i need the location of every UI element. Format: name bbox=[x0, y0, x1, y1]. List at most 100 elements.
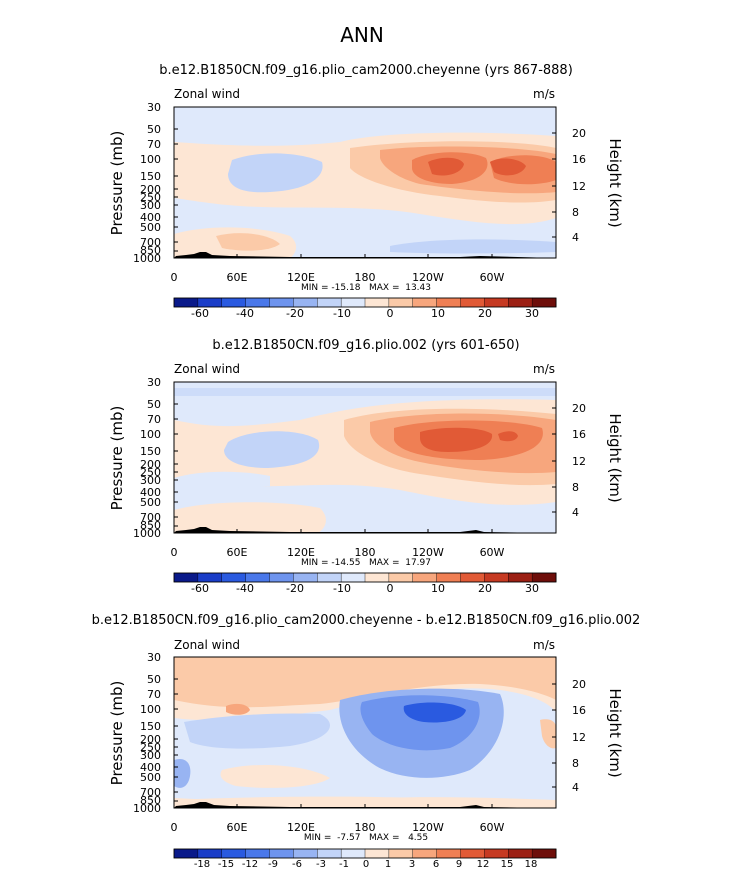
colorbar-cell bbox=[364, 848, 390, 859]
x-tick-label: 120E bbox=[287, 271, 315, 284]
colorbar-cell bbox=[412, 297, 438, 308]
colorbar-cell bbox=[364, 572, 390, 583]
contour-positive bbox=[226, 703, 250, 715]
x-tick-label: 60W bbox=[480, 271, 505, 284]
colorbar-label: -60 bbox=[191, 307, 209, 320]
y-tick-label: 200 bbox=[140, 183, 161, 196]
y-tick-label: 70 bbox=[147, 413, 161, 426]
y-tick-label: 300 bbox=[140, 199, 161, 212]
colorbar-cell bbox=[340, 848, 366, 859]
colorbar-frame bbox=[173, 848, 557, 859]
y-tick-label: 250 bbox=[140, 191, 161, 204]
colorbar-cell bbox=[388, 297, 414, 308]
height-tick-label: 12 bbox=[572, 731, 586, 744]
y-tick-label: 500 bbox=[140, 221, 161, 234]
height-axis-label: Height (km) bbox=[606, 138, 624, 227]
colorbar-label: 0 bbox=[387, 307, 394, 320]
height-tick-label: 8 bbox=[572, 206, 579, 219]
colorbar-cell bbox=[245, 297, 271, 308]
colorbar-cell bbox=[460, 297, 485, 308]
colorbar-cells bbox=[173, 572, 557, 583]
height-tick-label: 20 bbox=[572, 402, 586, 415]
panel-1: b.e12.B1850CN.f09_g16.plio_cam2000.cheye… bbox=[108, 63, 624, 320]
contour-maximum bbox=[498, 431, 518, 442]
colorbar-cell bbox=[364, 297, 390, 308]
units-label: m/s bbox=[533, 638, 555, 652]
y-tick-label: 400 bbox=[140, 761, 161, 774]
x-tick-label: 0 bbox=[171, 546, 178, 559]
colorbar-cell bbox=[412, 848, 438, 859]
colorbar-cell bbox=[412, 572, 438, 583]
y-tick-label: 850 bbox=[140, 519, 161, 532]
colorbar-label: 9 bbox=[456, 859, 462, 870]
colorbar-label: 18 bbox=[525, 859, 538, 870]
panel-title: b.e12.B1850CN.f09_g16.plio_cam2000.cheye… bbox=[159, 63, 573, 78]
height-tick-label: 16 bbox=[572, 704, 586, 717]
colorbar-cell bbox=[197, 848, 223, 859]
y-tick-label: 50 bbox=[147, 398, 161, 411]
colorbar-label: -40 bbox=[236, 307, 254, 320]
y-tick-label: 1000 bbox=[133, 527, 161, 540]
colorbar-cell bbox=[436, 848, 462, 859]
colorbar-label: 20 bbox=[478, 582, 492, 595]
colorbar-label: -10 bbox=[333, 582, 351, 595]
colorbar: -60 -40 -20 -10 0 10 20 30 bbox=[173, 572, 557, 595]
colorbar-label: -18 bbox=[194, 859, 210, 870]
colorbar-label: -9 bbox=[268, 859, 278, 870]
colorbar: -18 -15 -12 -9 -6 -3 -1 0 1 3 6 9 12 15 … bbox=[173, 848, 557, 870]
colorbar-label: -12 bbox=[242, 859, 258, 870]
y-tick-label: 30 bbox=[147, 651, 161, 664]
colorbar-cell bbox=[221, 572, 247, 583]
colorbar-cell bbox=[436, 297, 462, 308]
y-axis-left: 30 50 70 100 150 200 250 300 400 500 700… bbox=[108, 376, 178, 540]
y-tick-label: 400 bbox=[140, 211, 161, 224]
colorbar-label: 3 bbox=[409, 859, 415, 870]
colorbar-label: 30 bbox=[525, 582, 539, 595]
y-tick-label: 500 bbox=[140, 496, 161, 509]
min-max-stats: MIN = -14.55 MAX = 17.97 bbox=[301, 558, 431, 568]
x-tick-label: 60E bbox=[227, 821, 248, 834]
y-axis-right: 20 16 12 8 4 Height (km) bbox=[552, 127, 624, 244]
colorbar-cell bbox=[293, 297, 318, 308]
colorbar-label: -3 bbox=[316, 859, 326, 870]
colorbar-label: -6 bbox=[292, 859, 302, 870]
contour-positive bbox=[216, 233, 280, 251]
colorbar-cell bbox=[293, 848, 318, 859]
y-tick-label: 700 bbox=[140, 236, 161, 249]
colorbar-cell bbox=[269, 297, 294, 308]
panel-title: b.e12.B1850CN.f09_g16.plio_cam2000.cheye… bbox=[92, 613, 641, 628]
colorbar-cell bbox=[269, 572, 294, 583]
colorbar-cell bbox=[293, 572, 318, 583]
y-tick-label: 200 bbox=[140, 458, 161, 471]
colorbar-cell bbox=[508, 848, 533, 859]
colorbar-cell bbox=[317, 297, 342, 308]
y-tick-label: 200 bbox=[140, 733, 161, 746]
y-tick-label: 500 bbox=[140, 771, 161, 784]
colorbar-frame bbox=[173, 297, 557, 308]
height-tick-label: 12 bbox=[572, 180, 586, 193]
topography bbox=[174, 527, 556, 533]
height-axis-label: Height (km) bbox=[606, 688, 624, 777]
y-axis-label: Pressure (mb) bbox=[108, 681, 126, 786]
plot-area bbox=[173, 656, 557, 809]
variable-label: Zonal wind bbox=[174, 362, 240, 376]
y-tick-label: 150 bbox=[140, 170, 161, 183]
height-tick-label: 12 bbox=[572, 455, 586, 468]
colorbar-cell bbox=[317, 848, 342, 859]
units-label: m/s bbox=[533, 87, 555, 101]
y-tick-label: 300 bbox=[140, 474, 161, 487]
colorbar-label: 0 bbox=[363, 859, 369, 870]
colorbar-cell bbox=[388, 848, 414, 859]
x-axis: 0 60E 120E 180 120W 60W bbox=[171, 254, 505, 284]
x-tick-label: 120W bbox=[412, 821, 444, 834]
height-tick-label: 4 bbox=[572, 506, 579, 519]
contour-negative bbox=[224, 431, 320, 468]
contour-negative bbox=[174, 388, 556, 396]
colorbar-label: 6 bbox=[433, 859, 439, 870]
x-tick-label: 180 bbox=[355, 271, 376, 284]
y-axis-right: 20 16 12 8 4 Height (km) bbox=[552, 402, 624, 519]
y-tick-label: 100 bbox=[140, 428, 161, 441]
y-tick-label: 70 bbox=[147, 138, 161, 151]
colorbar-label: 30 bbox=[525, 307, 539, 320]
